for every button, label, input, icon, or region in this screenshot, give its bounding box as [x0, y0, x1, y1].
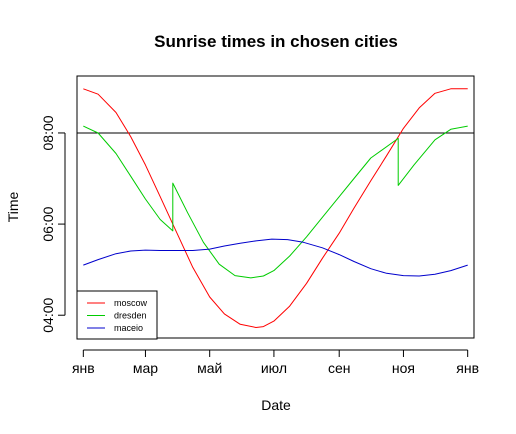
series-line-moscow — [83, 88, 468, 328]
x-tick-label: сен — [328, 360, 351, 376]
x-tick-label: янв — [72, 360, 95, 376]
y-axis-label: Time — [5, 191, 21, 222]
series-group — [83, 88, 468, 328]
x-tick-label: май — [197, 360, 222, 376]
y-tick-label: 06:00 — [40, 206, 56, 241]
x-tick-label: ноя — [392, 360, 415, 376]
y-tick-label: 08:00 — [40, 115, 56, 150]
legend: moscow dresden maceio — [76, 290, 158, 340]
x-tick-label: мар — [133, 360, 158, 376]
x-axis: янв мар май июл сен ноя янв — [72, 349, 479, 376]
x-axis-label: Date — [261, 397, 291, 413]
legend-label-dresden: dresden — [114, 311, 147, 321]
plot-area — [76, 75, 475, 339]
y-axis: 04:00 06:00 08:00 — [40, 115, 66, 333]
legend-label-maceio: maceio — [114, 323, 143, 333]
x-tick-label: июл — [261, 360, 287, 376]
x-tick-label: янв — [456, 360, 479, 376]
legend-label-moscow: moscow — [114, 298, 148, 308]
series-line-maceio — [83, 238, 468, 277]
y-tick-label: 04:00 — [40, 297, 56, 332]
series-line-dresden — [83, 125, 468, 279]
chart-title: Sunrise times in chosen cities — [154, 32, 398, 51]
